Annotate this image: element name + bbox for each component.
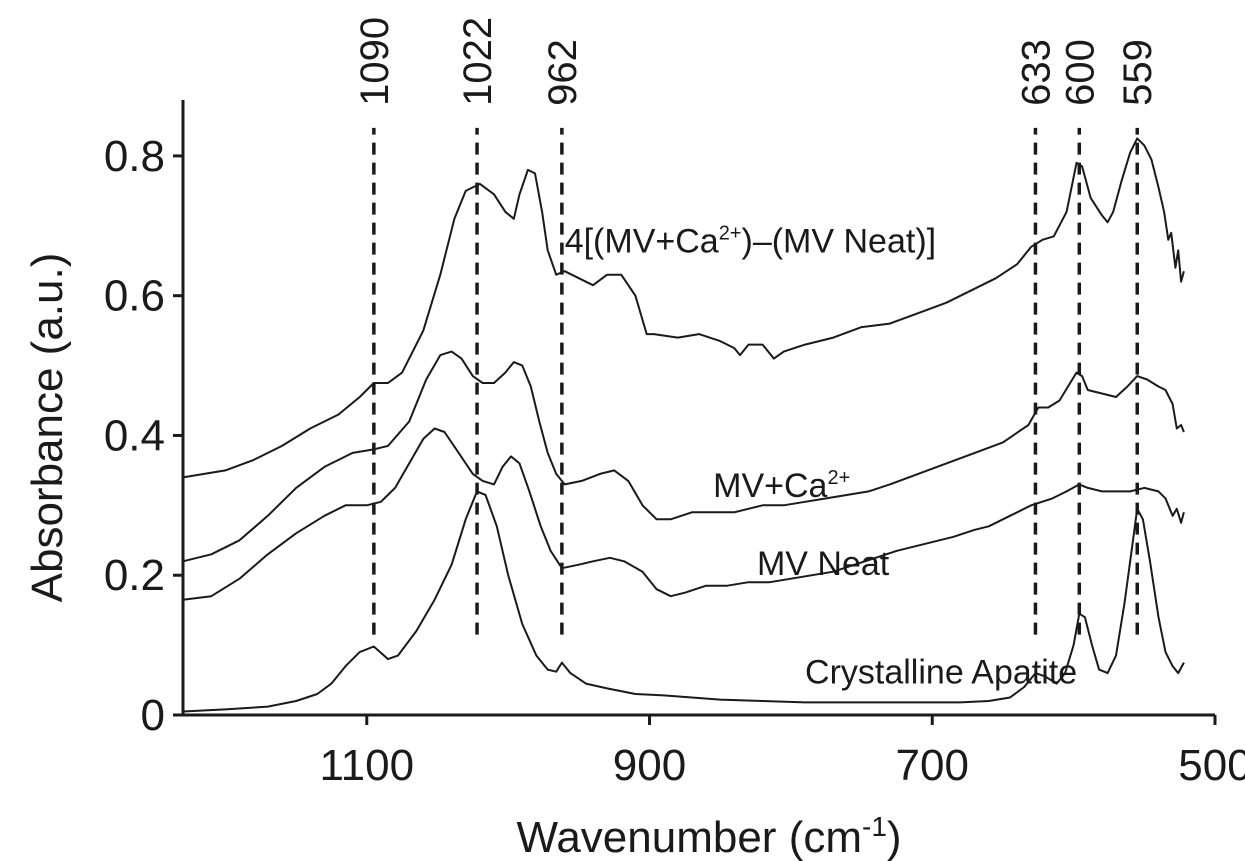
- series-line-1: [182, 350, 1185, 563]
- peak-lines: [372, 127, 1139, 635]
- peak-label-559: 559: [1116, 39, 1160, 106]
- series-line-0: [182, 137, 1185, 479]
- peak-label-600: 600: [1058, 39, 1102, 106]
- peak-label-1022: 1022: [456, 17, 500, 106]
- series-line-3: [182, 490, 1185, 713]
- y-axis-title: Absorbance (a.u.): [23, 253, 72, 603]
- series-label-3: Crystalline Apatite: [805, 654, 1077, 692]
- series-line-2: [182, 427, 1185, 601]
- y-tick-label: 0: [141, 691, 165, 740]
- y-tick-label: 0.2: [104, 551, 165, 600]
- x-axis-title: Wavenumber (cm-1): [516, 811, 901, 861]
- y-tick-label: 0.8: [104, 132, 165, 181]
- labels: 1090 1022 962 633 600 559 4[(MV+Ca2+)–(MV Neat…: [353, 17, 1160, 692]
- peak-label-633: 633: [1014, 39, 1058, 106]
- spectra-curves: [182, 137, 1185, 713]
- peak-label-1090: 1090: [353, 17, 397, 106]
- series-label-0: 4[(MV+Ca2+)–(MV Neat)]: [565, 222, 936, 260]
- x-tick-label: 500: [1178, 741, 1245, 790]
- peak-label-962: 962: [541, 39, 585, 106]
- y-tick-label: 0.6: [104, 272, 165, 321]
- axes: 0 0.2 0.4 0.6 0.8 1100 900 700 500 Wavenumber (cm…: [23, 100, 1245, 861]
- y-tick-label: 0.4: [104, 411, 165, 460]
- series-label-1: MV+Ca2+: [713, 467, 850, 505]
- x-tick-label: 1100: [319, 741, 414, 790]
- x-tick-label: 900: [613, 741, 686, 790]
- x-tick-label: 700: [896, 741, 969, 790]
- series-label-2: MV Neat: [757, 545, 890, 583]
